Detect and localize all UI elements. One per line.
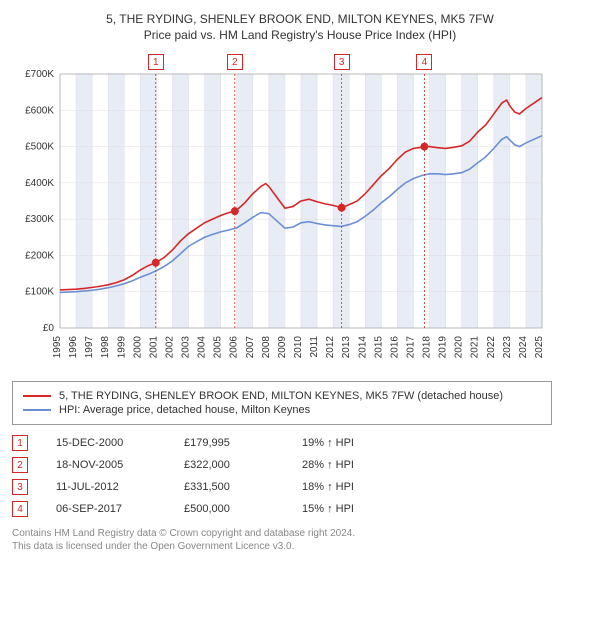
svg-text:£500K: £500K: [25, 142, 54, 153]
transaction-row: 3 11-JUL-2012 £331,500 18% ↑ HPI: [12, 479, 552, 495]
transaction-pct: 18% ↑ HPI: [302, 481, 354, 493]
svg-text:2019: 2019: [438, 336, 449, 359]
transaction-price: £500,000: [184, 503, 274, 515]
legend-row: 5, THE RYDING, SHENLEY BROOK END, MILTON…: [23, 390, 541, 402]
transaction-marker-box: 4: [12, 501, 28, 517]
transaction-row: 4 06-SEP-2017 £500,000 15% ↑ HPI: [12, 501, 552, 517]
transaction-date: 18-NOV-2005: [56, 459, 156, 471]
svg-text:2020: 2020: [454, 336, 465, 359]
transaction-date: 11-JUL-2012: [56, 481, 156, 493]
transaction-marker-box: 3: [12, 479, 28, 495]
chart-marker-box: 4: [416, 54, 432, 70]
chart-marker-box: 1: [148, 54, 164, 70]
transaction-row: 2 18-NOV-2005 £322,000 28% ↑ HPI: [12, 457, 552, 473]
svg-text:2014: 2014: [357, 336, 368, 359]
svg-text:2013: 2013: [341, 336, 352, 359]
svg-text:2005: 2005: [213, 336, 224, 359]
svg-text:1997: 1997: [84, 336, 95, 359]
transaction-pct: 15% ↑ HPI: [302, 503, 354, 515]
svg-text:2022: 2022: [486, 336, 497, 359]
footer-line1: Contains HM Land Registry data © Crown c…: [12, 527, 588, 540]
chart-container: £0 £100K £200K £300K £400K £500K £600K £700K 199…: [12, 50, 588, 373]
title-line1: 5, THE RYDING, SHENLEY BROOK END, MILTON…: [12, 12, 588, 26]
svg-text:£200K: £200K: [25, 250, 54, 261]
svg-text:2001: 2001: [148, 336, 159, 359]
svg-text:2024: 2024: [518, 336, 529, 359]
transaction-price: £179,995: [184, 437, 274, 449]
legend-swatch: [23, 395, 51, 397]
legend: 5, THE RYDING, SHENLEY BROOK END, MILTON…: [12, 381, 552, 425]
transaction-price: £331,500: [184, 481, 274, 493]
svg-text:2004: 2004: [197, 336, 208, 359]
footer-line2: This data is licensed under the Open Gov…: [12, 540, 588, 553]
price-chart: £0 £100K £200K £300K £400K £500K £600K £700K 199…: [12, 50, 552, 370]
svg-text:2010: 2010: [293, 336, 304, 359]
svg-text:2012: 2012: [325, 336, 336, 359]
svg-text:1999: 1999: [116, 336, 127, 359]
chart-marker-box: 3: [334, 54, 350, 70]
svg-text:2000: 2000: [132, 336, 143, 359]
transaction-date: 15-DEC-2000: [56, 437, 156, 449]
svg-text:1995: 1995: [52, 336, 63, 359]
svg-text:2016: 2016: [389, 336, 400, 359]
svg-text:2009: 2009: [277, 336, 288, 359]
svg-text:£100K: £100K: [25, 287, 54, 298]
transaction-marker-box: 1: [12, 435, 28, 451]
legend-label: HPI: Average price, detached house, Milt…: [59, 404, 310, 416]
svg-text:£600K: £600K: [25, 105, 54, 116]
svg-text:£0: £0: [43, 323, 55, 334]
svg-text:£300K: £300K: [25, 214, 54, 225]
svg-text:1998: 1998: [100, 336, 111, 359]
transaction-pct: 28% ↑ HPI: [302, 459, 354, 471]
svg-text:2011: 2011: [309, 336, 320, 358]
footer-note: Contains HM Land Registry data © Crown c…: [12, 527, 588, 553]
svg-text:2008: 2008: [261, 336, 272, 359]
transaction-date: 06-SEP-2017: [56, 503, 156, 515]
svg-text:2003: 2003: [181, 336, 192, 359]
transaction-pct: 19% ↑ HPI: [302, 437, 354, 449]
transaction-marker-box: 2: [12, 457, 28, 473]
svg-text:2017: 2017: [405, 336, 416, 359]
svg-text:2025: 2025: [534, 336, 545, 359]
transactions-table: 1 15-DEC-2000 £179,995 19% ↑ HPI 2 18-NOV-200…: [12, 435, 552, 517]
svg-text:2007: 2007: [245, 336, 256, 359]
title-line2: Price paid vs. HM Land Registry's House …: [12, 28, 588, 42]
svg-text:£400K: £400K: [25, 178, 54, 189]
svg-text:2006: 2006: [229, 336, 240, 359]
svg-text:£700K: £700K: [25, 69, 54, 80]
chart-marker-box: 2: [227, 54, 243, 70]
svg-text:2002: 2002: [164, 336, 175, 359]
legend-label: 5, THE RYDING, SHENLEY BROOK END, MILTON…: [59, 390, 503, 402]
legend-row: HPI: Average price, detached house, Milt…: [23, 404, 541, 416]
svg-text:2023: 2023: [502, 336, 513, 359]
svg-text:2021: 2021: [470, 336, 481, 359]
legend-swatch: [23, 409, 51, 411]
svg-text:1996: 1996: [68, 336, 79, 359]
svg-text:2015: 2015: [373, 336, 384, 359]
transaction-row: 1 15-DEC-2000 £179,995 19% ↑ HPI: [12, 435, 552, 451]
svg-text:2018: 2018: [422, 336, 433, 359]
transaction-price: £322,000: [184, 459, 274, 471]
